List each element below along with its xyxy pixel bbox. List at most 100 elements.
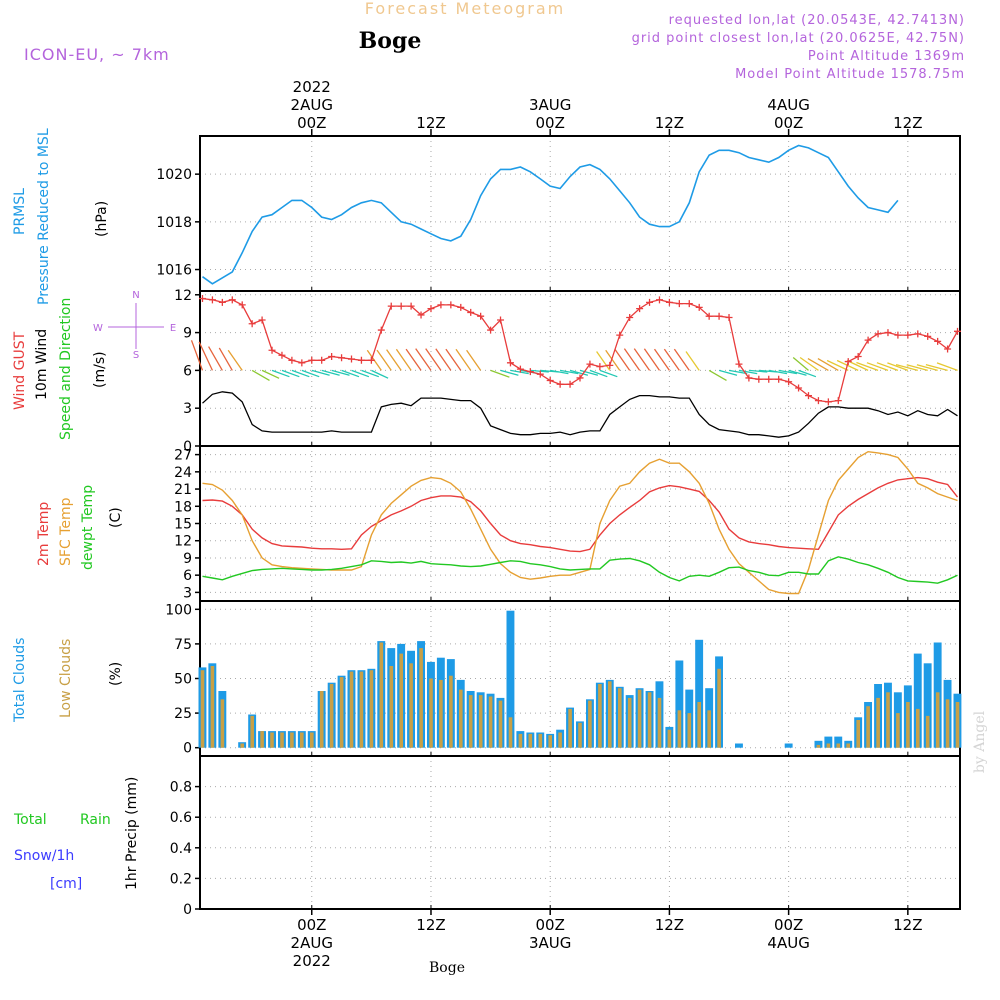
low-cloud-bar <box>916 708 920 748</box>
wind-barb <box>866 362 889 372</box>
temp-ytick-label: 27 <box>174 448 192 464</box>
low-cloud-bar <box>846 743 850 748</box>
gust-marker <box>894 331 902 339</box>
temp-labels: 2m Temp SFC Temp dewpt Temp (C) <box>36 485 124 570</box>
wind-barb <box>386 349 402 371</box>
gust-marker <box>695 303 703 311</box>
wind-ytick-label: 9 <box>183 326 192 342</box>
credit: by Angel <box>972 710 988 773</box>
precip-ytick-label: 0.4 <box>170 841 192 857</box>
gust-marker <box>298 359 306 367</box>
low-cloud-bar <box>349 671 354 748</box>
gust-marker <box>755 375 763 383</box>
gust-marker <box>377 326 385 334</box>
low-clouds-label: Low Clouds <box>58 639 74 718</box>
low-cloud-bar <box>707 710 711 748</box>
bottom-hour-label: 00Z <box>297 916 326 934</box>
bottom-hour-label: 12Z <box>893 916 922 934</box>
low-cloud-bar <box>618 688 622 748</box>
low-cloud-bar <box>667 729 672 748</box>
low-cloud-bar <box>548 735 552 748</box>
total-cloud-bar <box>675 660 684 748</box>
wind-barb <box>589 369 608 378</box>
clouds-ytick-label: 100 <box>165 602 192 618</box>
wind-ytick-label: 0 <box>183 439 192 455</box>
wind-barb <box>596 351 611 371</box>
precip-ytick-label: 0.2 <box>170 871 192 887</box>
low-cloud-bar <box>906 702 910 748</box>
product-title: Forecast Meteogram <box>365 0 565 18</box>
low-cloud-bar <box>657 697 662 748</box>
low-cloud-bar <box>637 689 642 748</box>
wind-barb <box>198 341 214 371</box>
low-cloud-bar <box>518 733 523 748</box>
compass-north: N <box>132 290 139 301</box>
wind-barb <box>569 369 589 376</box>
low-cloud-bar <box>240 743 244 748</box>
wind-barb <box>633 348 651 371</box>
wind-unit: (m/s) <box>92 351 108 388</box>
rain-label: Rain <box>80 812 111 828</box>
low-cloud-bar <box>459 689 463 748</box>
gust-marker <box>238 301 246 309</box>
low-cloud-bar <box>310 732 314 748</box>
t2m-label: 2m Temp <box>36 502 52 566</box>
dew-label: dewpt Temp <box>80 485 96 570</box>
low-cloud-bar <box>369 670 374 748</box>
wind-barb <box>415 348 432 371</box>
gust-marker <box>854 353 862 361</box>
gust-marker <box>417 311 425 319</box>
low-cloud-bar <box>399 653 403 748</box>
temp-ytick-label: 6 <box>183 568 192 584</box>
gust-marker <box>218 298 226 306</box>
low-cloud-bar <box>528 733 533 748</box>
pressure-unit: (hPa) <box>94 201 110 237</box>
gust-marker <box>705 312 713 320</box>
gust-marker <box>914 330 922 338</box>
gust-marker <box>268 346 276 354</box>
low-cloud-bar <box>558 732 562 748</box>
wind-barb <box>798 369 817 378</box>
gust-marker <box>516 365 524 373</box>
wind-barb <box>331 369 350 376</box>
low-cloud-bar <box>627 697 632 748</box>
wind-barb <box>788 369 807 376</box>
low-cloud-bar <box>866 706 870 748</box>
gust-marker <box>576 374 584 382</box>
t2m-line <box>202 476 959 553</box>
wind-barb <box>916 364 938 372</box>
gust-marker <box>834 397 842 405</box>
gust-marker <box>824 398 832 406</box>
low-cloud-bar <box>409 663 413 748</box>
wind-labels: Wind GUST 10m Wind Speed and Direction (… <box>12 290 176 440</box>
compass-east: E <box>170 323 176 334</box>
low-cloud-bar <box>379 642 384 748</box>
sfc-label: SFC Temp <box>58 497 74 566</box>
gust-marker <box>397 302 405 310</box>
low-cloud-bar <box>478 695 483 748</box>
total-clouds-label: Total Clouds <box>12 638 28 723</box>
wind-barb <box>799 356 819 371</box>
clouds-ytick-label: 0 <box>183 741 192 757</box>
low-cloud-bar <box>647 692 652 748</box>
prmsl-ytick-label: 1016 <box>156 263 192 279</box>
gust-line <box>202 297 959 403</box>
low-cloud-bar <box>290 732 294 748</box>
gust-marker <box>407 302 415 310</box>
wind-barb <box>341 369 360 378</box>
gust-marker <box>536 370 544 378</box>
wind-barb <box>301 369 320 378</box>
gust-marker <box>457 303 465 311</box>
gust-marker <box>258 316 266 324</box>
precip-panel: 0 0.2 0.4 0.6 0.8 <box>170 755 961 918</box>
wind-barb <box>856 361 879 372</box>
gust-marker <box>785 378 793 386</box>
gust-marker <box>467 308 475 316</box>
low-cloud-bar <box>439 679 443 748</box>
low-cloud-bar <box>826 743 831 748</box>
gust-marker <box>367 356 375 364</box>
wind-barb <box>738 369 758 375</box>
wind-barb <box>376 349 392 371</box>
gust-marker <box>487 326 495 334</box>
